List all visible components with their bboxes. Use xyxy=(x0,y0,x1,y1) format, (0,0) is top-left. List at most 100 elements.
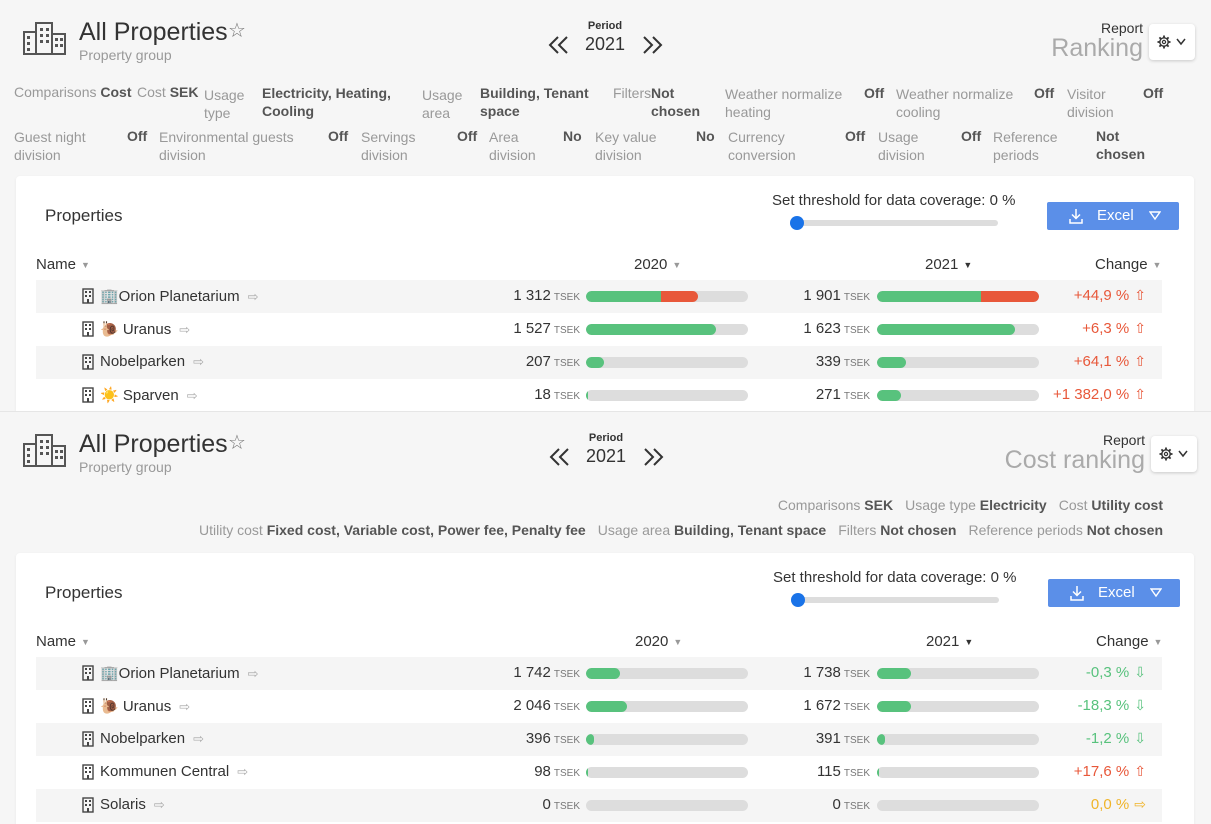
previous-period-button[interactable] xyxy=(547,34,571,56)
star-icon[interactable]: ☆ xyxy=(228,432,246,454)
property-name[interactable]: Solaris ⇨ xyxy=(100,796,165,813)
table-row[interactable]: ☀️ Sparven ⇨ 18 TSEK 271 TSEK +1 382,0 % ⇧ xyxy=(36,379,1162,411)
change-arrow-icon: ⇧ xyxy=(1134,386,1146,402)
property-name[interactable]: 🐌 Uranus ⇨ xyxy=(100,320,190,338)
column-header-change[interactable]: Change ▼ xyxy=(1096,633,1163,650)
column-header-name[interactable]: Name ▼ xyxy=(36,256,90,273)
settings-button[interactable] xyxy=(1151,436,1197,472)
bar-fill-red xyxy=(981,291,1039,302)
excel-button[interactable]: Excel xyxy=(1047,202,1179,230)
column-header-change[interactable]: Change ▼ xyxy=(1095,256,1162,273)
table-row[interactable]: 🐌 Uranus ⇨ 1 527 TSEK 1 623 TSEK +6,3 % ⇧ xyxy=(36,313,1162,346)
star-icon[interactable]: ☆ xyxy=(228,20,246,42)
property-name-label: 🐌 Uranus xyxy=(100,321,172,338)
next-period-button[interactable] xyxy=(641,446,665,468)
settings-button[interactable] xyxy=(1149,24,1195,60)
external-link-icon[interactable]: ⇨ xyxy=(247,289,259,304)
external-link-icon[interactable]: ⇨ xyxy=(193,354,204,369)
filter-usage-area-value: Building, Tenant space xyxy=(480,85,589,119)
filter-item: Utility cost Fixed cost, Variable cost, … xyxy=(199,522,586,538)
external-link-icon[interactable]: ⇨ xyxy=(237,764,249,779)
threshold-slider[interactable] xyxy=(790,216,998,230)
property-name[interactable]: 🏢Orion Planetarium ⇨ xyxy=(100,287,258,305)
report-header: All Properties ☆ Property group Period 2… xyxy=(0,0,1211,80)
external-link-icon[interactable]: ⇨ xyxy=(193,731,204,746)
chevron-down-icon[interactable] xyxy=(1149,211,1161,221)
external-link-icon[interactable]: ⇨ xyxy=(153,797,165,812)
page-subtitle: Property group xyxy=(79,459,172,475)
bar-fill-red xyxy=(661,291,698,302)
filter-item: Usage area Building, Tenant space xyxy=(597,522,827,538)
building-icon xyxy=(82,354,94,370)
column-header-2021[interactable]: 2021 ▼ xyxy=(926,633,974,650)
table-row[interactable]: Kommunen Central ⇨ 98 TSEK 115 TSEK +17,6 % ⇧ xyxy=(36,756,1162,789)
chevron-down-icon[interactable] xyxy=(1150,588,1162,598)
filter-item: Usage type Electricity xyxy=(905,497,1047,513)
change-value: +44,9 % ⇧ xyxy=(1073,287,1146,304)
building-icon xyxy=(82,698,94,714)
property-name[interactable]: ☀️ Sparven ⇨ xyxy=(100,386,198,404)
table-row[interactable]: 🏢Orion Planetarium ⇨ 1 312 TSEK 1 901 TSEK +44… xyxy=(36,280,1162,313)
column-header-2020[interactable]: 2020 ▼ xyxy=(635,633,683,650)
table-row[interactable]: 🏢Orion Planetarium ⇨ 1 742 TSEK 1 738 TSEK -0,… xyxy=(36,657,1162,690)
bar-fill-green xyxy=(877,357,906,368)
column-header-name[interactable]: Name ▼ xyxy=(36,633,90,650)
properties-card: Properties Set threshold for data covera… xyxy=(16,176,1194,411)
external-link-icon[interactable]: ⇨ xyxy=(179,699,191,714)
excel-label: Excel xyxy=(1097,207,1134,224)
value-2021: 339 TSEK xyxy=(815,353,870,370)
threshold-slider[interactable] xyxy=(791,593,999,607)
value-2020: 2 046 TSEK xyxy=(513,697,580,714)
table-row[interactable]: Nobelparken ⇨ 207 TSEK 339 TSEK +64,1 % ⇧ xyxy=(36,346,1162,379)
external-link-icon[interactable]: ⇨ xyxy=(186,388,198,403)
excel-button[interactable]: Excel xyxy=(1048,579,1180,607)
period-value[interactable]: 2021 xyxy=(584,34,626,54)
column-header-2021[interactable]: 2021 ▼ xyxy=(925,256,973,273)
value-2020: 207 TSEK xyxy=(525,353,580,370)
property-name[interactable]: Kommunen Central ⇨ xyxy=(100,763,248,780)
slider-thumb[interactable] xyxy=(790,216,804,230)
property-name-label: Kommunen Central xyxy=(100,763,230,780)
bar-fill-green xyxy=(586,767,588,778)
table-row[interactable]: Nobelparken ⇨ 396 TSEK 391 TSEK -1,2 % ⇩ xyxy=(36,723,1162,756)
column-header-2020[interactable]: 2020 ▼ xyxy=(634,256,682,273)
bar-fill-green xyxy=(586,390,588,401)
external-link-icon[interactable]: ⇨ xyxy=(179,322,191,337)
filter-filters-value: Not chosen xyxy=(651,85,701,119)
table-row[interactable]: Solaris ⇨ 0 TSEK 0 TSEK 0,0 % ⇨ xyxy=(36,789,1162,822)
report-value[interactable]: Cost ranking xyxy=(1004,446,1145,474)
value-2021: 1 623 TSEK xyxy=(803,320,870,337)
gear-icon xyxy=(1159,447,1173,461)
filter-item: Comparisons SEK xyxy=(777,497,894,513)
previous-period-button[interactable] xyxy=(548,446,572,468)
external-link-icon[interactable]: ⇨ xyxy=(247,666,259,681)
chevron-down-icon xyxy=(1178,450,1188,458)
bar-fill-green xyxy=(586,324,716,335)
property-name[interactable]: Nobelparken ⇨ xyxy=(100,730,204,747)
filter-env-value: Off xyxy=(328,128,349,144)
slider-thumb[interactable] xyxy=(791,593,805,607)
filter-wn-heating-label: Weather normalize heating xyxy=(725,86,843,120)
value-2020: 18 TSEK xyxy=(534,386,580,403)
property-name-label: 🐌 Uranus xyxy=(100,698,172,715)
page-subtitle: Property group xyxy=(79,47,172,63)
value-2021: 1 901 TSEK xyxy=(803,287,870,304)
period-value[interactable]: 2021 xyxy=(585,446,627,466)
value-2020: 1 527 TSEK xyxy=(513,320,580,337)
filter-visitor-value: Off xyxy=(1143,85,1164,101)
property-name[interactable]: 🐌 Uranus ⇨ xyxy=(100,697,190,715)
filter-comparisons: Comparisons Cost xyxy=(14,84,132,100)
filter-key-label: Key value division xyxy=(595,129,657,163)
property-name-label: Solaris xyxy=(100,796,146,813)
period-label: Period xyxy=(588,432,624,444)
filter-reference-label: Reference periods xyxy=(993,129,1058,163)
report-value[interactable]: Ranking xyxy=(1051,34,1143,62)
bar-2021 xyxy=(877,324,1039,335)
property-name[interactable]: Nobelparken ⇨ xyxy=(100,353,204,370)
table-row[interactable]: 🐌 Uranus ⇨ 2 046 TSEK 1 672 TSEK -18,3 % ⇩ xyxy=(36,690,1162,723)
next-period-button[interactable] xyxy=(640,34,664,56)
property-name[interactable]: 🏢Orion Planetarium ⇨ xyxy=(100,664,258,682)
bar-fill-green xyxy=(586,701,627,712)
filter-guest-value: Off xyxy=(127,128,148,144)
page-title: All Properties xyxy=(79,430,228,458)
